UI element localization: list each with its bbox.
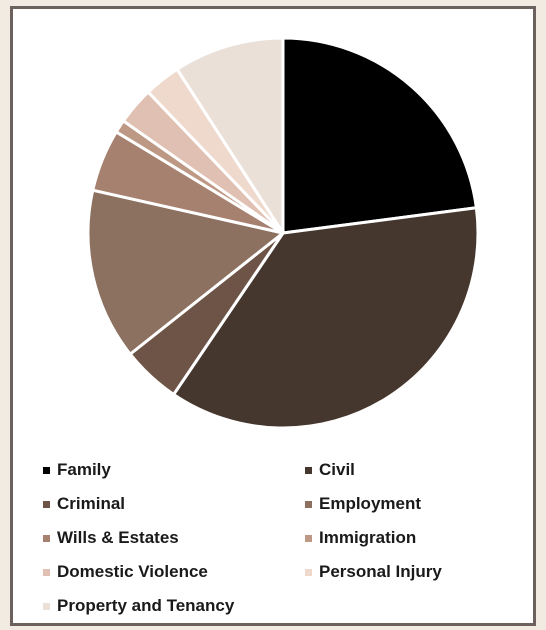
legend-swatch-personal-injury — [305, 568, 312, 576]
legend-label-employment: Employment — [319, 494, 422, 513]
pie-chart — [86, 36, 480, 430]
legend-swatch-employment — [305, 500, 312, 508]
legend-item-criminal: Criminal — [43, 493, 305, 515]
legend-item-civil: Civil — [305, 459, 513, 481]
legend-label-civil: Civil — [319, 460, 355, 479]
legend-item-employment: Employment — [305, 493, 513, 515]
legend-item-family: Family — [43, 459, 305, 481]
legend-item-domestic-violence: Domestic Violence — [43, 561, 305, 583]
legend-item-property-tenancy: Property and Tenancy — [43, 595, 305, 617]
legend-swatch-civil — [305, 466, 312, 474]
pie-slice-family — [281, 36, 478, 235]
legend-label-property-tenancy: Property and Tenancy — [57, 596, 235, 615]
legend-label-criminal: Criminal — [57, 494, 126, 513]
legend-label-family: Family — [57, 460, 111, 479]
pie-slice-property-and-tenancy — [175, 36, 285, 235]
legend-swatch-immigration — [305, 534, 312, 542]
legend-label-domestic-violence: Domestic Violence — [57, 562, 208, 581]
legend-swatch-wills-estates — [43, 534, 50, 542]
legend-item-wills-estates: Wills & Estates — [43, 527, 305, 549]
legend-label-wills-estates: Wills & Estates — [57, 528, 179, 547]
chart-frame: Family Civil Criminal Employment Wills &… — [10, 6, 536, 626]
pie-slice-civil — [172, 206, 480, 430]
legend-swatch-family — [43, 466, 50, 474]
legend-label-immigration: Immigration — [319, 528, 417, 547]
pie-slice-employment — [86, 188, 285, 356]
legend-label-personal-injury: Personal Injury — [319, 562, 442, 581]
chart-legend: Family Civil Criminal Employment Wills &… — [43, 459, 513, 617]
legend-item-immigration: Immigration — [305, 527, 513, 549]
legend-item-personal-injury: Personal Injury — [305, 561, 513, 583]
legend-swatch-property-tenancy — [43, 602, 50, 610]
legend-swatch-domestic-violence — [43, 568, 50, 576]
legend-swatch-criminal — [43, 500, 50, 508]
